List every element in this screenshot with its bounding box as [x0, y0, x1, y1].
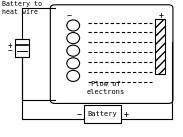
Text: Battery: Battery — [88, 111, 117, 117]
Ellipse shape — [67, 33, 80, 44]
Bar — [155, 19, 165, 74]
Bar — [15, 39, 29, 57]
Ellipse shape — [67, 58, 80, 69]
Bar — [84, 105, 121, 123]
Text: −: − — [76, 110, 81, 119]
Ellipse shape — [67, 45, 80, 56]
Text: Battery to
heat wire: Battery to heat wire — [2, 1, 42, 15]
FancyBboxPatch shape — [50, 5, 173, 103]
Text: −: − — [8, 46, 12, 55]
Text: +: + — [124, 110, 129, 119]
Text: Flow of: Flow of — [91, 81, 121, 87]
Text: +: + — [8, 41, 12, 50]
Text: electrons: electrons — [87, 89, 125, 95]
Ellipse shape — [67, 20, 80, 31]
Text: +: + — [158, 11, 164, 20]
Bar — [155, 19, 165, 74]
Text: −: − — [67, 11, 72, 20]
Ellipse shape — [67, 70, 80, 81]
